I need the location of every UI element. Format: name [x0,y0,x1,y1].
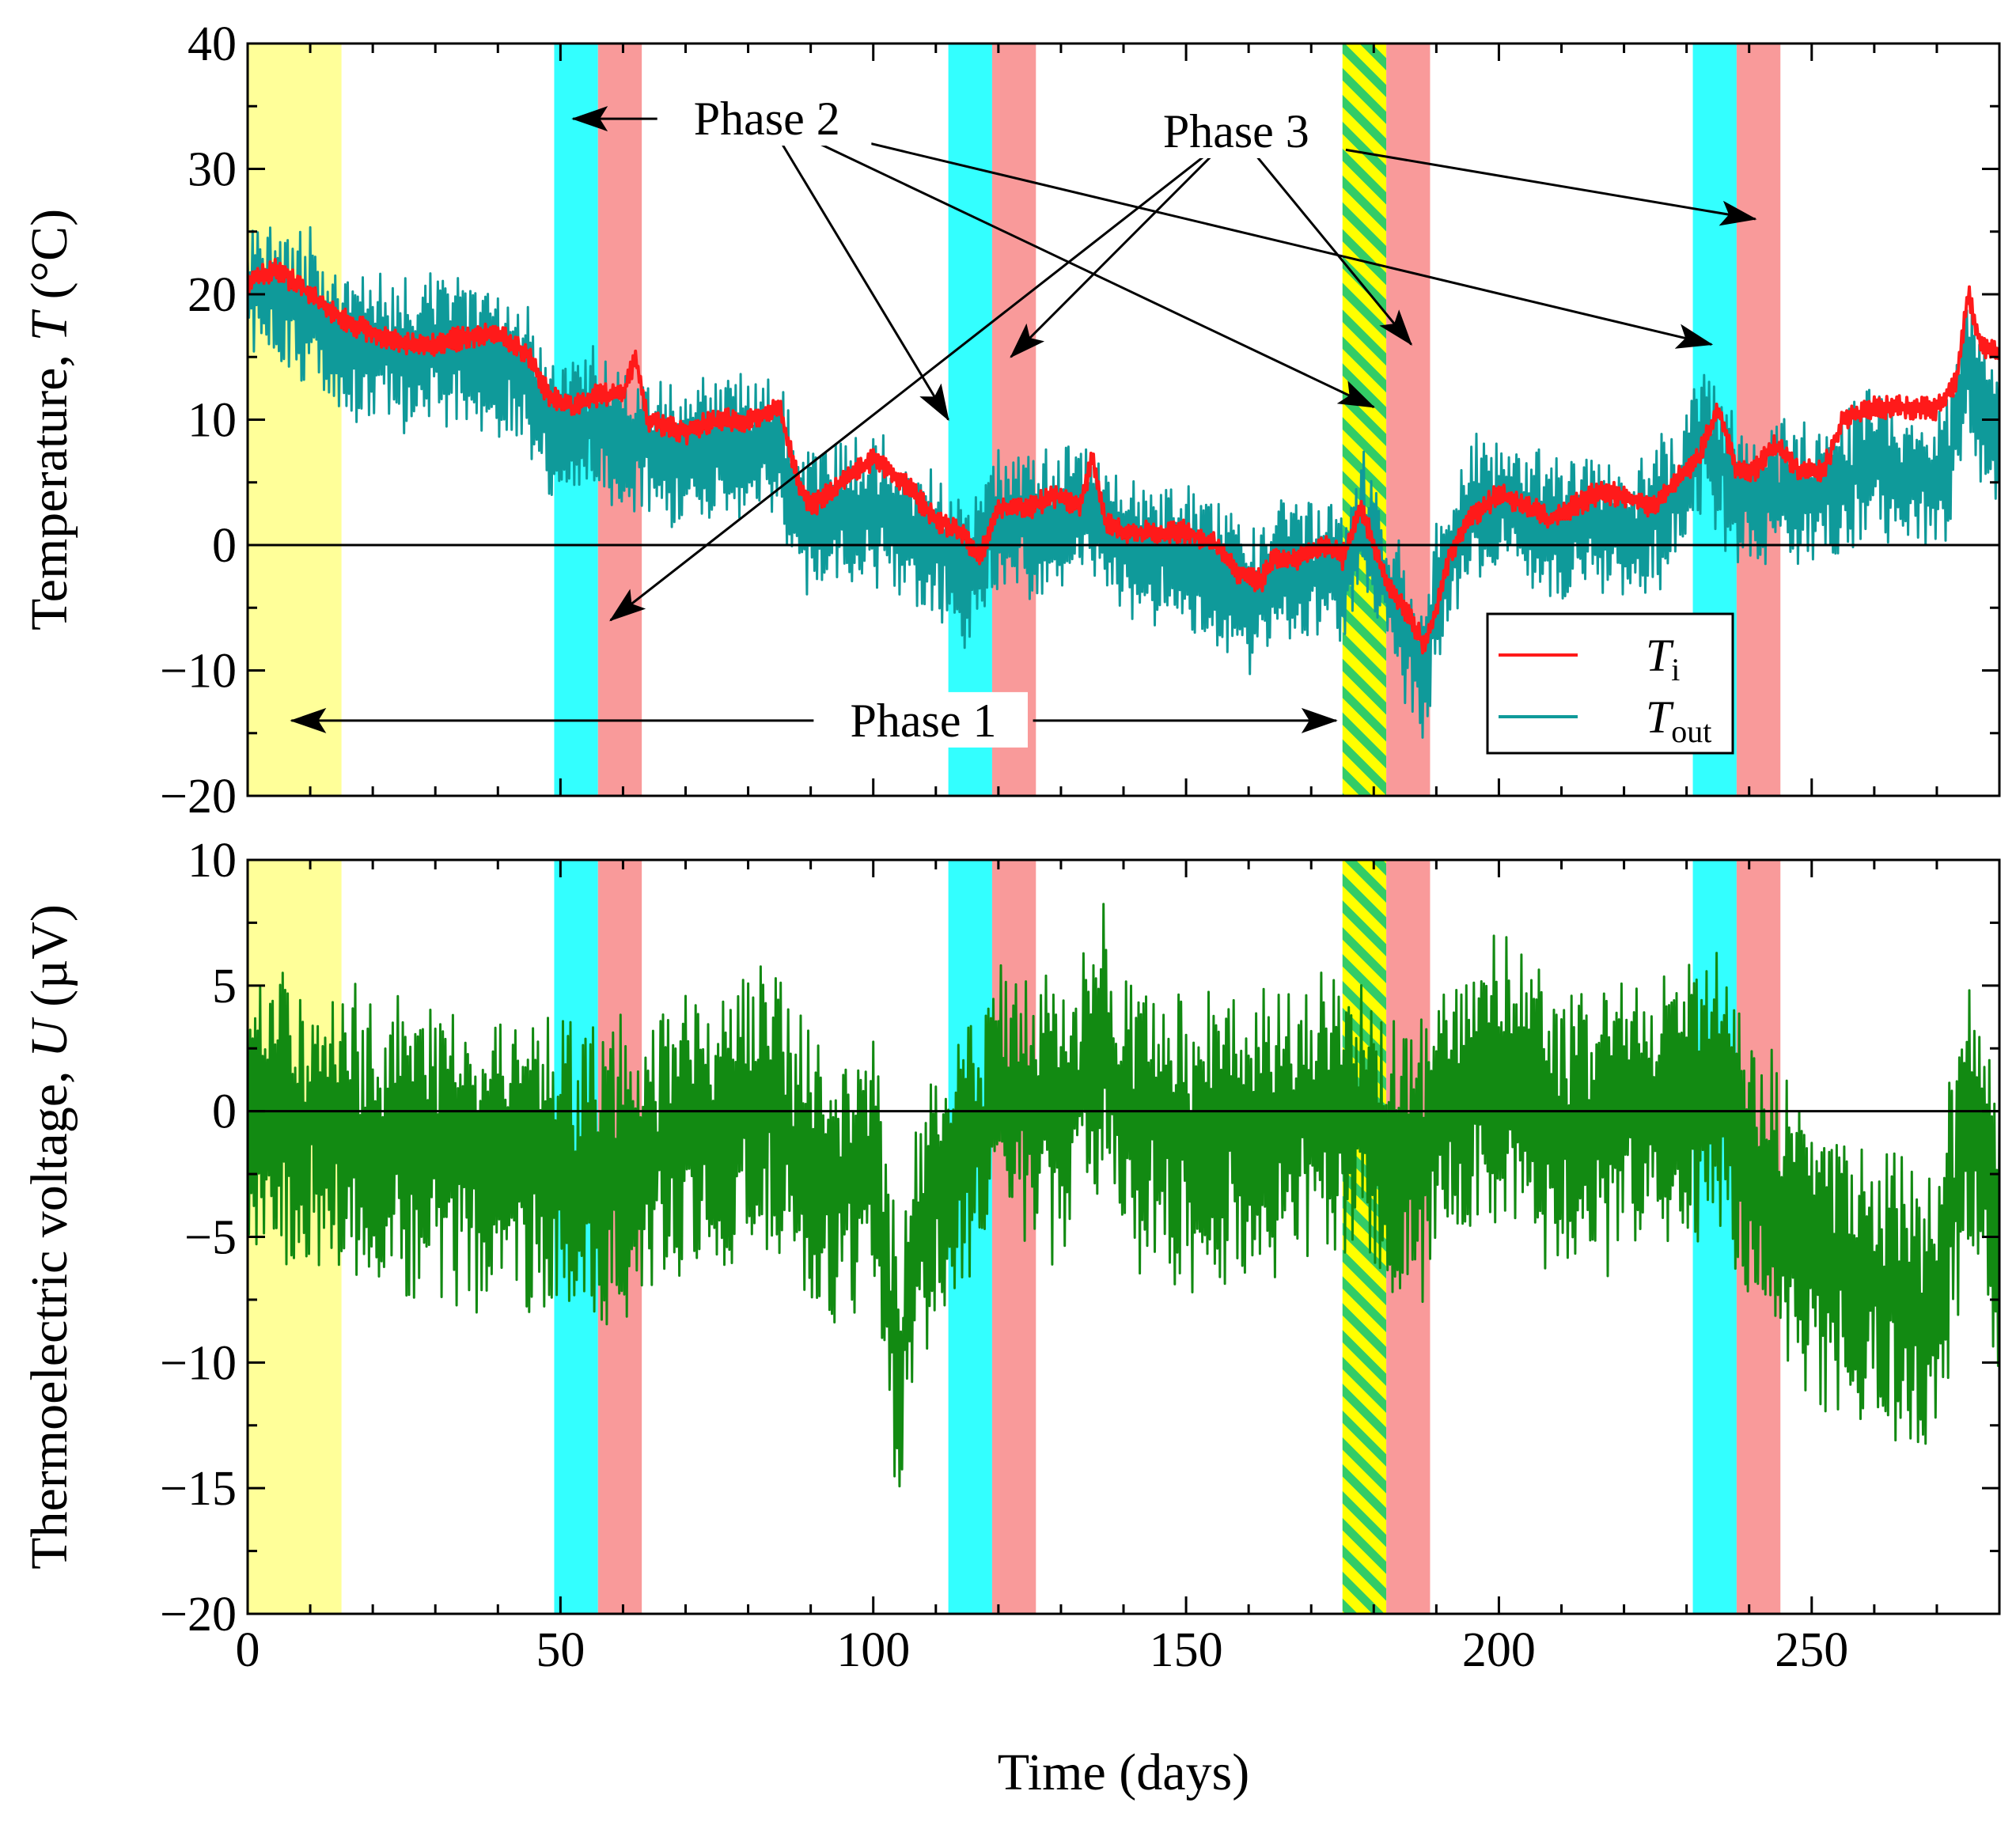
annotation-label-bg-2 [818,691,1028,748]
ticks-bottom: 10 5 0 −5 −10 −15 −20 [160,834,2001,1642]
legend-symbol-T_out: T [1646,691,1674,743]
band-cyan-top-3 [948,44,992,796]
legend-label-T_out: Tout [1646,691,1711,749]
phase-annotations: Phase 2 Phase 3 Phase 1 [290,90,1757,748]
series-line-T_i [248,258,1999,655]
band-salmon-bot-4 [991,860,1036,1614]
band-hatched-top-5 [1342,44,1387,796]
x-tick-label: 200 [1462,1623,1536,1677]
temperature-series [248,225,1999,739]
x-tick-label: 100 [836,1623,910,1677]
x-tick-label: 250 [1775,1623,1848,1677]
y-tick-label-bot: 10 [188,834,237,888]
y-tick-label-top: 20 [188,268,237,322]
y-tick-label-bot: −20 [160,1588,237,1642]
band-cyan-bot-7 [1692,860,1737,1614]
y-tick-label-top: 30 [188,143,237,197]
ylabel-unit-top: (°C) [21,209,78,312]
series-line-T_out [248,225,1999,739]
x-tick-label: 50 [536,1623,585,1677]
annotation-arrow-1-0 [609,155,1205,622]
annotation-arrow-0-3 [870,142,1714,349]
temperature-panel: 40 30 20 10 0 −10 −20 Phase 2 Phase 3 Phase 1 Ti… [21,17,2001,824]
legend-subscript-T_i: i [1671,652,1680,687]
ylabel-main-top: Temperature, [21,342,78,631]
voltage-series [248,903,1999,1488]
annotation-arrow-0-2 [818,142,1376,409]
annotation-arrow-1-3 [1345,148,1757,226]
y-tick-label-bot: −5 [184,1211,237,1265]
annotation-label-bg-1 [1131,102,1341,158]
y-tick-label-top: 40 [188,17,237,71]
y-tick-label-top: 0 [212,519,237,573]
voltage-panel: 10 5 0 −5 −10 −15 −20 Thermoelectric voltage, … [21,834,2001,1642]
y-axis-label-temperature: Temperature, T (°C) [21,209,78,630]
ylabel-symbol-bot: U [21,1017,78,1058]
band-salmon-top-8 [1736,44,1781,796]
x-tick-labels: 0 50 100 150 200 250 [236,1623,1849,1677]
y-tick-label-top: −10 [160,645,237,699]
y-tick-label-bot: 0 [212,1085,237,1139]
annotation-arrow-1-1 [1010,155,1212,358]
y-axis-label-voltage: Thermoelectric voltage, U (µV) [21,904,78,1570]
legend-label-T_i: Ti [1646,630,1680,687]
ylabel-unit-bot: (µV) [21,904,78,1020]
y-tick-label-bot: −15 [160,1462,237,1516]
legend-symbol-T_i: T [1646,630,1674,681]
annotation-label-bg-0 [662,90,872,146]
x-tick-label: 150 [1150,1623,1223,1677]
y-tick-label-top: −20 [160,770,237,824]
band-salmon-top-4 [991,44,1036,796]
annotation-label-phase-1: Phase 1 [850,695,996,747]
y-tick-label-bot: −10 [160,1336,237,1390]
annotation-arrow-0-1 [780,142,949,422]
ticks-top: 40 30 20 10 0 −10 −20 [160,17,2001,824]
x-axis-label: Time (days) [998,1744,1249,1801]
y-tick-label-top: 10 [188,394,237,448]
y-tick-label-bot: 5 [212,960,237,1013]
ylabel-main-bot: Thermoelectric voltage, [21,1058,78,1570]
annotation-arrow-1-2 [1256,155,1412,346]
annotation-label-phase-3: Phase 3 [1163,105,1309,157]
legend-subscript-T_out: out [1671,714,1711,749]
annotation-label-phase-2: Phase 2 [694,93,840,145]
series-line-U [248,903,1999,1488]
x-tick-label: 0 [236,1623,260,1677]
legend-box [1486,612,1734,755]
ylabel-symbol-top: T [21,309,78,342]
